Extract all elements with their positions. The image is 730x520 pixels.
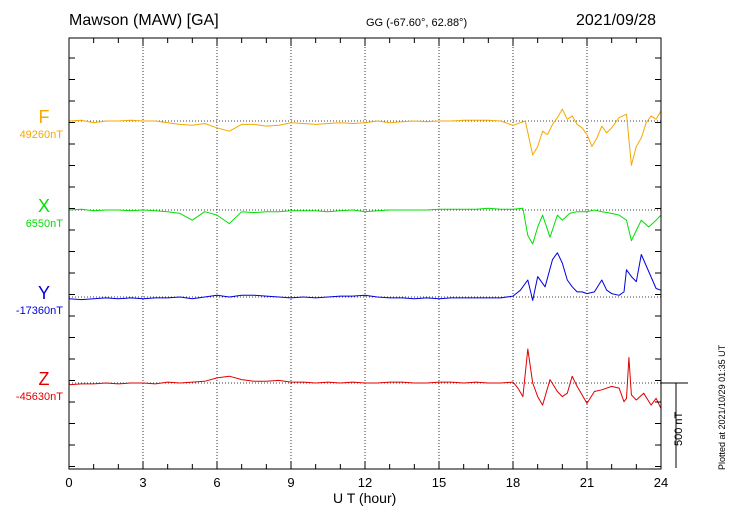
component-baseline-X: 6550nT [25,218,63,230]
station-title: Mawson (MAW) [GA] [69,12,219,29]
x-tick-label: 15 [432,475,446,490]
x-tick-label: 24 [654,475,668,490]
scale-bar-label: 500 nT [673,411,685,446]
component-baseline-Z: -45630nT [15,391,63,403]
series-line-Y [68,252,662,301]
component-letter-Y: Y [37,283,50,303]
component-letter-X: X [37,196,50,216]
series-group [68,108,662,409]
x-axis-label: U T (hour) [333,490,397,506]
station-coordinates: GG (-67.60°, 62.88°) [366,17,468,29]
x-tick-label: 21 [580,475,594,490]
x-tick-label: 6 [213,475,220,490]
scale-bar [661,382,688,468]
gridlines [69,38,661,469]
x-axis: 0 3 6 9 12 15 18 21 24 [65,38,668,490]
x-tick-label: 9 [287,475,294,490]
series-line-F [68,108,662,166]
component-baseline-F: 49260nT [19,129,63,141]
series-line-Z [68,348,662,409]
x-tick-label: 12 [358,475,372,490]
x-tick-label: 0 [65,475,72,490]
component-letter-F: F [38,107,50,127]
component-baseline-Y: -17360nT [15,305,63,317]
series-line-X [68,207,662,245]
component-letter-Z: Z [38,369,50,389]
x-tick-label: 3 [139,475,146,490]
x-tick-label: 18 [506,475,520,490]
plot-date: 2021/09/28 [576,12,657,29]
plotted-timestamp: Plotted at 2021/10/29 01:35 UT [717,344,727,470]
